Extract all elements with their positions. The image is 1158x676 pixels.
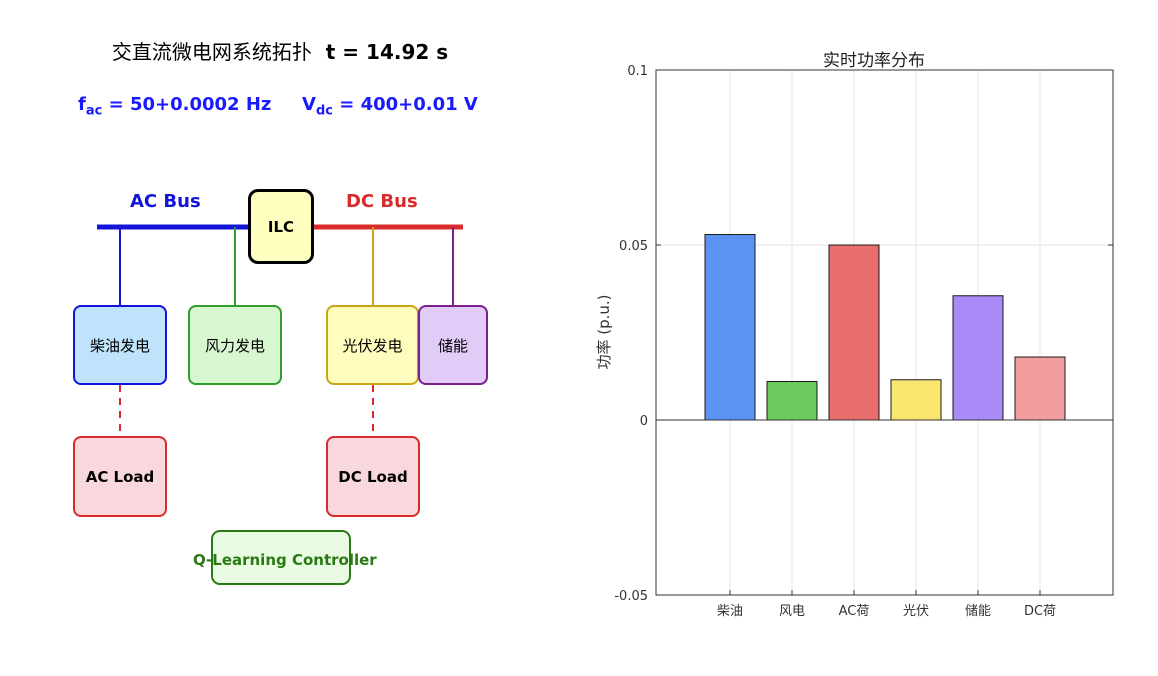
- x-tick-label: DC荷: [1024, 604, 1056, 619]
- wind-generator-box: 风力发电: [188, 305, 282, 385]
- y-tick-label: 0: [640, 414, 648, 429]
- vdc-subscript: dc: [315, 103, 333, 119]
- vdc-symbol: V: [302, 94, 316, 115]
- storage-box: 储能: [418, 305, 488, 385]
- ac-frequency-readout: fac = 50+0.0002 Hz: [78, 94, 271, 119]
- ytick-labels-layer: 0.1 0.05 0 -0.05: [614, 64, 648, 604]
- bar-6: [1014, 356, 1066, 421]
- bar-3: [828, 244, 880, 421]
- y-axis-label: 功率 (p.u.): [595, 294, 613, 369]
- plot-frame: [655, 69, 1114, 596]
- controller-label: Q-Learning Controller: [193, 551, 377, 569]
- title-chinese: 交直流微电网系统拓扑: [111, 40, 312, 64]
- controller-box: [211, 530, 351, 585]
- topology-wiring: [97, 224, 463, 436]
- bars-layer: [704, 234, 1066, 421]
- ac-bus-label: AC Bus: [130, 191, 201, 212]
- bar-4: [890, 379, 942, 421]
- x-tick-label: AC荷: [839, 604, 870, 619]
- bar-1: [704, 234, 756, 421]
- ticks-layer: [656, 69, 1113, 596]
- pv-generator-box: 光伏发电: [326, 305, 419, 385]
- fac-value: = 50+0.0002 Hz: [108, 94, 272, 115]
- bar-2: [766, 381, 818, 421]
- xlabels-layer: 柴油 风电 AC荷 光伏 储能 DC荷: [717, 604, 1056, 619]
- x-tick-label: 光伏: [903, 604, 929, 619]
- fac-subscript: ac: [85, 103, 103, 119]
- dc-voltage-readout: Vdc = 400+0.01 V: [302, 94, 478, 119]
- y-tick-label: -0.05: [614, 589, 648, 604]
- dc-bus-label: DC Bus: [346, 191, 418, 212]
- x-tick-label: 储能: [965, 604, 991, 619]
- x-tick-label: 风电: [779, 604, 805, 619]
- y-tick-label: 0.1: [627, 64, 648, 79]
- diesel-generator-box: 柴油发电: [73, 305, 167, 385]
- chart-title: 实时功率分布: [823, 51, 925, 71]
- title-time: t = 14.92 s: [325, 40, 449, 64]
- x-tick-label: 柴油: [717, 604, 743, 619]
- fac-symbol: f: [78, 94, 86, 115]
- ilc-box: ILC: [248, 189, 314, 264]
- ac-load-box: AC Load: [73, 436, 167, 517]
- diagram-title: 交直流微电网系统拓扑 t = 14.92 s: [0, 36, 560, 65]
- bar-5: [952, 295, 1004, 421]
- dc-load-box: DC Load: [326, 436, 420, 517]
- vdc-value: = 400+0.01 V: [339, 94, 478, 115]
- y-tick-label: 0.05: [619, 239, 648, 254]
